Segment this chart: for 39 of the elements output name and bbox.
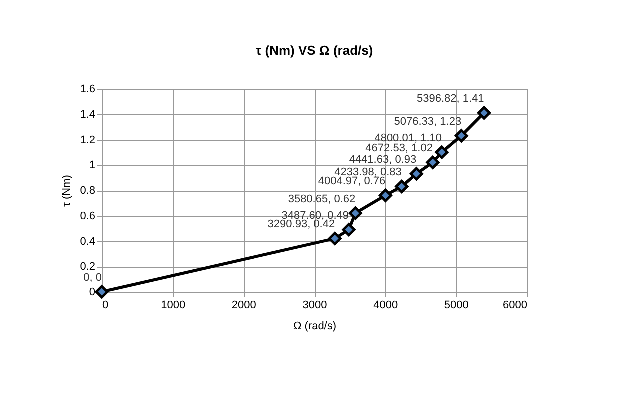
data-label: 4800.01, 1.10 <box>374 132 442 144</box>
y-tick-label: 1.6 <box>80 84 96 96</box>
y-tick-label: 0.8 <box>80 185 96 197</box>
x-tick-label: 3000 <box>302 300 328 312</box>
y-tick-label: 0.4 <box>80 236 96 248</box>
x-tick-label: 0 <box>102 300 109 312</box>
point <box>435 146 449 160</box>
data-label: 4441.63, 0.93 <box>349 154 417 166</box>
x-tick-label: 2000 <box>232 300 256 312</box>
data-label: 0, 0 <box>84 272 102 284</box>
point <box>328 232 342 246</box>
y-tick-label: 0.2 <box>80 261 96 274</box>
x-tick-label: 6000 <box>503 300 528 312</box>
point <box>378 188 392 202</box>
y-axis-title: τ (Nm) <box>61 175 74 207</box>
point <box>426 156 440 170</box>
x-tick-label: 5000 <box>444 300 469 312</box>
point <box>395 180 409 194</box>
x-tick-label: 4000 <box>374 300 398 312</box>
data-label: 3580.65, 0.62 <box>288 193 356 206</box>
x-axis-title: Ω (rad/s) <box>293 320 337 332</box>
point <box>342 223 356 237</box>
y-tick-label: 0 <box>89 286 96 298</box>
data-label: 5396.82, 1.41 <box>416 93 484 106</box>
data-label: 5076.33, 1.23 <box>394 116 462 128</box>
point <box>348 206 362 220</box>
y-tick-label: 1.2 <box>80 134 96 146</box>
point <box>454 129 468 143</box>
y-tick-label: 1 <box>89 160 96 172</box>
point <box>410 167 424 181</box>
point <box>478 106 491 120</box>
data-label: 4672.53, 1.02 <box>366 142 433 155</box>
y-tick-label: 0.6 <box>80 210 96 222</box>
point <box>95 285 109 299</box>
chart-title: τ (Nm) VS Ω (rad/s) <box>256 43 374 58</box>
data-label: 4004.97, 0.76 <box>318 176 386 188</box>
x-tick-label: 1000 <box>161 300 186 312</box>
data-label: 3290.93, 0.42 <box>268 218 336 231</box>
y-tick-label: 1.4 <box>80 108 96 121</box>
